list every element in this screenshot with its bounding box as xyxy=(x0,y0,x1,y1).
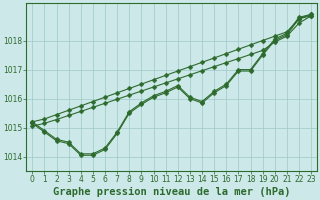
X-axis label: Graphe pression niveau de la mer (hPa): Graphe pression niveau de la mer (hPa) xyxy=(53,187,291,197)
